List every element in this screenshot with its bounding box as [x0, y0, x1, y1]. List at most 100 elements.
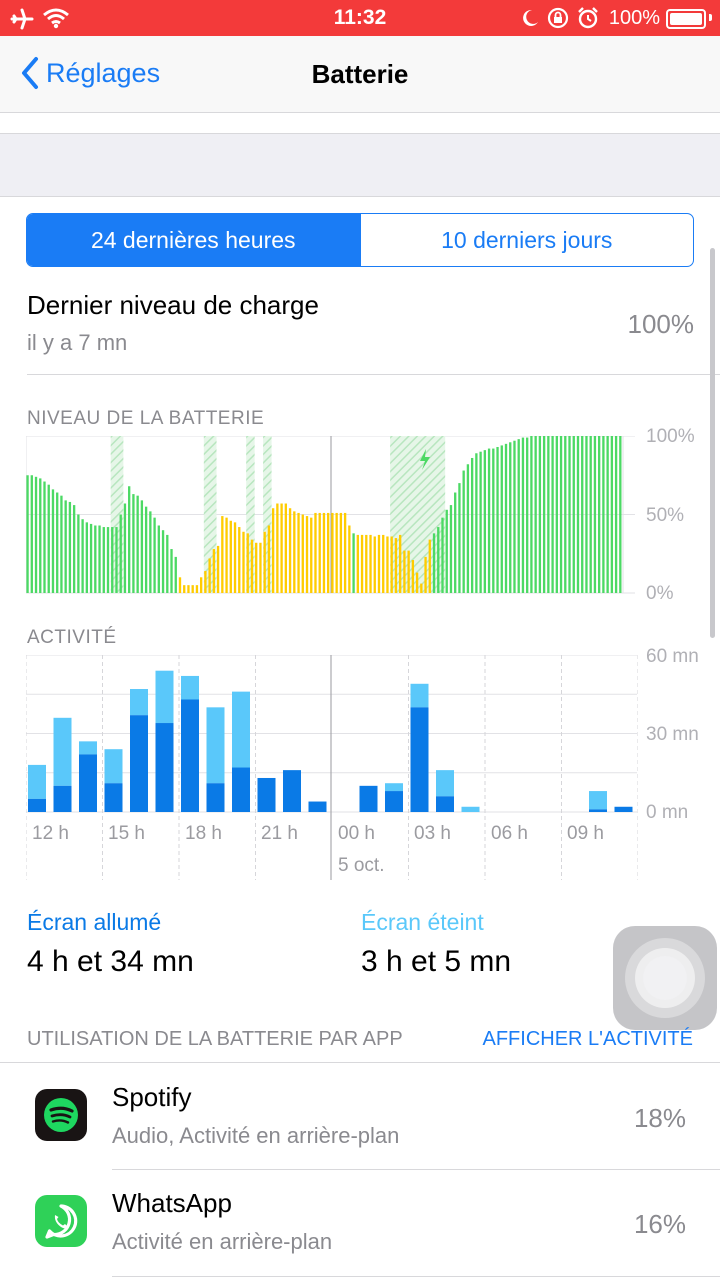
screen-off-label: Écran éteint: [361, 909, 484, 935]
battery-level-bar: [547, 436, 550, 593]
battery-level-bar: [56, 492, 59, 593]
segment-10d[interactable]: 10 derniers jours: [359, 214, 694, 266]
battery-level-bar: [157, 525, 160, 593]
battery-level-bar: [161, 530, 165, 593]
back-button[interactable]: Réglages: [20, 50, 160, 96]
battery-level-bar: [470, 457, 474, 593]
battery-level-bar: [119, 514, 122, 593]
battery-level-bar: [534, 436, 537, 593]
battery-level-bar: [293, 511, 296, 593]
battery-level-bar: [581, 436, 584, 593]
activity-ytick-30: 30 mn: [646, 724, 699, 745]
rotation-lock-icon: [547, 7, 569, 29]
battery-level-bar: [212, 549, 216, 593]
battery-level-bar: [415, 572, 419, 593]
battery-level-bar: [454, 492, 457, 593]
battery-level-bar: [178, 577, 182, 593]
battery-level-bar: [331, 512, 334, 593]
battery-level-bar: [504, 443, 508, 593]
screen-off-value: 3 h et 5 mn: [361, 945, 512, 978]
battery-level-bar: [564, 436, 567, 593]
battery-level-bar: [170, 549, 173, 593]
battery-level-bar: [585, 436, 588, 593]
activity-xtick: 00 h: [338, 823, 375, 844]
battery-level-bar: [487, 448, 491, 593]
battery-level-bar: [521, 437, 525, 593]
battery-level-bar: [360, 534, 364, 593]
battery-level-bar: [259, 542, 262, 593]
activity-xtick: 21 h: [261, 823, 298, 844]
battery-level-bar: [280, 503, 283, 593]
battery-level-bar: [140, 500, 144, 593]
battery-level-bar: [386, 536, 389, 593]
app-row-spotify[interactable]: Spotify Audio, Activité en arrière-plan …: [0, 1063, 720, 1169]
activity-bar-screen-off: [155, 670, 174, 724]
divider: [27, 374, 720, 375]
alarm-icon: [578, 7, 598, 29]
battery-level-header: NIVEAU DE LA BATTERIE: [27, 408, 265, 429]
activity-bar-screen-on: [130, 715, 148, 812]
battery-level-bar: [432, 533, 436, 593]
activity-bar-screen-off: [461, 806, 480, 812]
battery-level-bar: [496, 446, 499, 593]
battery-level-bar: [420, 583, 423, 593]
battery-level-bar: [263, 531, 266, 593]
activity-bar-screen-off: [104, 749, 123, 784]
activity-bar-screen-off: [130, 689, 148, 716]
battery-level-bar: [238, 527, 241, 593]
battery-level-bar: [26, 475, 29, 593]
battery-level-bar: [102, 527, 105, 593]
activity-bar-screen-on: [410, 707, 429, 812]
battery-level-bar: [538, 436, 542, 593]
activity-bar-screen-on: [28, 798, 46, 812]
battery-level-bar: [136, 495, 139, 593]
segment-24h[interactable]: 24 dernières heures: [27, 214, 360, 266]
assistive-touch-button[interactable]: [613, 926, 717, 1030]
time-range-segmented-control: 24 dernières heures 10 derniers jours: [26, 213, 694, 267]
battery-level-bar: [373, 536, 376, 593]
battery-level-bar: [348, 525, 351, 593]
battery-level-bar: [559, 436, 563, 593]
battery-level-bar: [407, 550, 410, 593]
battery-level-bar: [526, 437, 529, 593]
battery-level-bar: [271, 508, 275, 593]
activity-date-label: 5 oct.: [338, 855, 385, 876]
battery-level-bar: [242, 531, 245, 593]
battery-level-bar: [47, 484, 50, 593]
battery-level-bar: [305, 516, 309, 593]
activity-bar-screen-on: [79, 754, 97, 812]
activity-bar-screen-on: [206, 783, 225, 812]
app-row-whatsapp[interactable]: WhatsApp Activité en arrière-plan 16%: [0, 1170, 720, 1276]
battery-level-bar: [72, 505, 76, 593]
show-activity-link[interactable]: AFFICHER L'ACTIVITÉ: [482, 1028, 693, 1050]
charging-period: [246, 436, 255, 593]
charging-period: [263, 436, 272, 593]
charging-period: [390, 436, 446, 593]
charging-bolt-icon: [420, 449, 430, 470]
last-charge-title: Dernier niveau de charge: [27, 290, 319, 320]
divider: [112, 1169, 720, 1170]
battery-level-bar: [411, 560, 415, 593]
activity-bar-screen-on: [359, 785, 378, 812]
status-bar: 11:32 100%: [0, 0, 720, 36]
activity-header: ACTIVITÉ: [27, 627, 117, 648]
battery-level-bar: [276, 503, 279, 593]
navigation-bar: Réglages Batterie: [0, 36, 720, 113]
activity-bar-screen-off: [28, 764, 46, 799]
battery-level-bar: [288, 508, 292, 593]
battery-level-bar: [111, 527, 114, 593]
battery-level-bar: [394, 538, 398, 593]
back-label: Réglages: [46, 57, 161, 88]
battery-level-bar: [437, 527, 440, 593]
battery-level-bar: [255, 542, 258, 593]
battery-level-bar: [365, 534, 368, 593]
battery-level-bar: [153, 517, 156, 593]
activity-xtick: 09 h: [567, 823, 604, 844]
battery-level-bar: [89, 523, 93, 593]
battery-level-bar: [195, 585, 199, 593]
battery-level-bar: [81, 519, 84, 593]
battery-level-bar: [382, 534, 385, 593]
activity-bar-screen-off: [385, 783, 403, 792]
battery-level-bar: [183, 585, 186, 593]
activity-bar-screen-on: [614, 806, 633, 812]
